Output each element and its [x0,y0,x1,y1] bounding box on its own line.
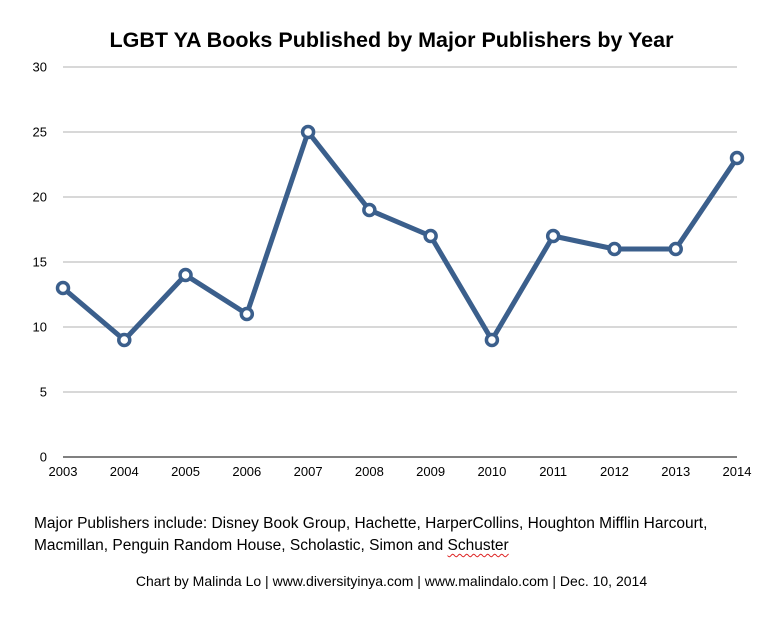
y-tick-label-5: 5 [40,385,47,400]
x-tick-label-2014: 2014 [723,464,752,479]
data-point-2013 [668,241,683,257]
x-tick-label-2009: 2009 [416,464,445,479]
series-line [60,129,740,343]
data-point-2012 [607,241,622,257]
data-point-2003 [55,280,71,296]
x-tick-label-2007: 2007 [294,464,323,479]
y-tick-label-10: 10 [33,320,47,335]
data-point-2010 [484,332,500,348]
data-point-2005 [178,267,193,283]
data-point-2008 [362,202,377,218]
y-tick-labels: 0 5 10 15 20 25 30 [33,60,47,465]
publisher-note-line-2-text: Macmillan, Penguin Random House, Scholas… [34,537,448,554]
data-points [55,124,745,348]
x-tick-label-2008: 2008 [355,464,384,479]
y-tick-label-25: 25 [33,125,47,140]
data-point-2014 [729,150,745,166]
gridlines [63,66,737,393]
publisher-note: Major Publishers include: Disney Book Gr… [34,513,774,557]
x-tick-label-2010: 2010 [477,464,506,479]
chart-title: LGBT YA Books Published by Major Publish… [109,28,674,52]
spellcheck-word: Schuster [447,537,509,554]
data-point-2004 [117,332,132,348]
x-tick-label-2003: 2003 [49,464,78,479]
data-point-2011 [545,228,561,244]
y-tick-label-0: 0 [40,450,47,465]
y-tick-label-30: 30 [33,60,47,75]
publisher-note-line-2: Macmillan, Penguin Random House, Scholas… [34,535,774,557]
publisher-note-line-1: Major Publishers include: Disney Book Gr… [34,515,708,532]
x-tick-label-2012: 2012 [600,464,629,479]
data-point-2007 [300,124,316,140]
y-tick-label-15: 15 [33,255,47,270]
chart-credit: Chart by Malinda Lo | www.diversityinya.… [135,573,648,589]
data-point-2006 [239,306,255,322]
x-tick-labels: 2003 2004 2005 2006 2007 2008 2009 2010 2011 2012… [49,464,752,479]
x-tick-label-2013: 2013 [661,464,690,479]
x-tick-label-2005: 2005 [171,464,200,479]
x-tick-label-2011: 2011 [539,464,567,479]
series-line-0 [60,129,740,343]
data-point-2009 [423,228,438,244]
x-tick-label-2004: 2004 [110,464,139,479]
y-tick-label-20: 20 [33,190,47,205]
x-tick-label-2006: 2006 [232,464,261,479]
